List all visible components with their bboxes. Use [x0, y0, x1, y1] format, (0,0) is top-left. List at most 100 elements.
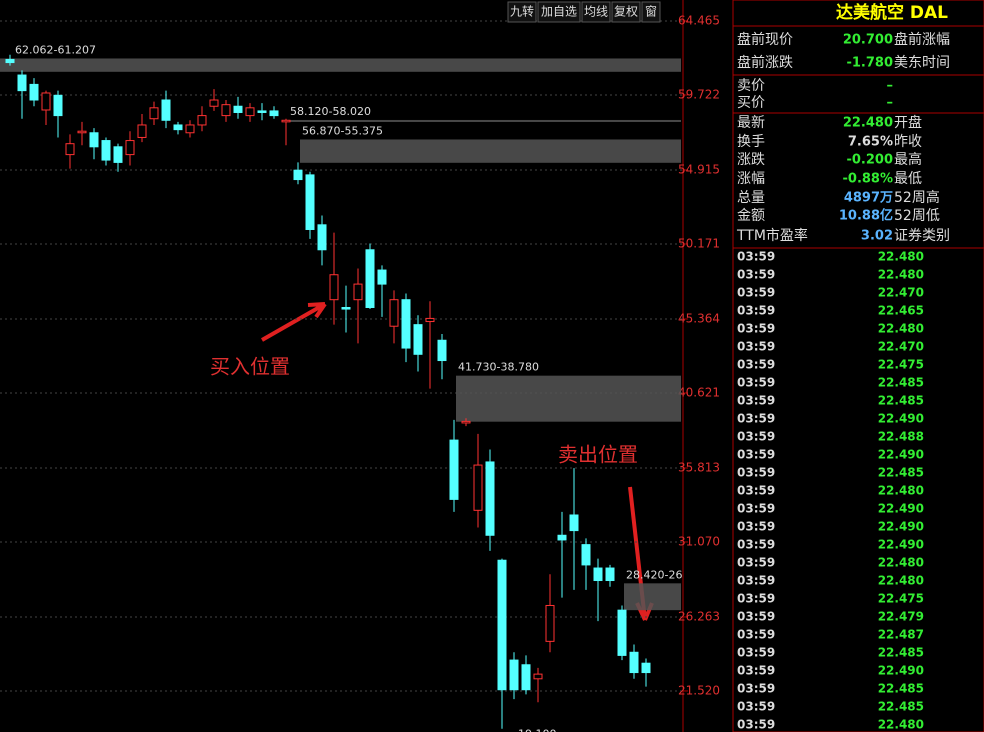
arrow: [261, 302, 327, 342]
quote-value: –: [887, 79, 894, 94]
toolbar-label[interactable]: 均线: [584, 5, 608, 19]
trade-price: 22.480: [878, 484, 924, 498]
quote-value: 22.480: [843, 116, 893, 131]
trade-price: 22.470: [878, 340, 924, 354]
quote-value: -0.200: [846, 153, 893, 168]
quote-value: 3.02: [861, 229, 893, 244]
trade-time: 03:59: [737, 268, 775, 282]
zone-label: 28.420-26: [626, 568, 682, 581]
trade-price: 22.488: [878, 430, 924, 444]
trade-time: 03:59: [737, 574, 775, 588]
quote-title: 达美航空 DAL: [836, 2, 948, 23]
candle-body: [617, 609, 627, 656]
quote-label: 金额: [737, 208, 765, 224]
candle-body: [65, 143, 75, 156]
trade-time: 03:59: [737, 412, 775, 426]
trade-price: 22.490: [878, 664, 924, 678]
zone-label: 58.120-58.020: [290, 105, 371, 118]
zone: [300, 139, 681, 163]
trade-time: 03:59: [737, 538, 775, 552]
trade-price: 22.470: [878, 286, 924, 300]
trade-price: 22.490: [878, 502, 924, 516]
candle-body: [125, 140, 135, 156]
candle-body: [389, 299, 399, 327]
zone: [624, 583, 681, 611]
y-tick-label: 59.722: [678, 87, 720, 101]
candle-body: [197, 115, 207, 126]
trade-price: 22.490: [878, 448, 924, 462]
trade-time: 03:59: [737, 646, 775, 660]
trade-time: 03:59: [737, 628, 775, 642]
candle-body: [5, 58, 15, 64]
trade-time: 03:59: [737, 484, 775, 498]
candle-body: [17, 74, 27, 92]
y-tick-label: 31.070: [678, 534, 720, 548]
toolbar-label[interactable]: 九转: [510, 4, 534, 19]
trade-time: 03:59: [737, 376, 775, 390]
trade-price: 22.485: [878, 376, 924, 390]
candle-body: [293, 169, 303, 181]
toolbar-label[interactable]: 加自选: [541, 5, 577, 19]
candle-body: [77, 130, 87, 134]
trade-price: 22.485: [878, 394, 924, 408]
candle-body: [461, 420, 471, 424]
candle-body: [509, 659, 519, 691]
trade-price: 22.480: [878, 268, 924, 282]
quote-label: 最高: [894, 151, 922, 168]
zone: [456, 375, 681, 422]
trade-time: 03:59: [737, 682, 775, 696]
candle-body: [521, 664, 531, 691]
quote-label: 卖价: [737, 78, 765, 94]
trade-time: 03:59: [737, 322, 775, 336]
quote-label: 总量: [737, 190, 765, 206]
quote-label: 开盘: [894, 114, 922, 131]
toolbar-button[interactable]: [641, 1, 661, 23]
toolbar-label[interactable]: 窗: [645, 5, 657, 19]
y-tick-label: 26.263: [678, 609, 720, 623]
candle-body: [425, 317, 435, 323]
y-tick-label: 50.171: [678, 236, 720, 250]
toolbar-button[interactable]: [581, 1, 611, 23]
annotation: 买入位置: [210, 355, 290, 379]
y-tick-label: 45.364: [678, 311, 720, 325]
trade-price: 22.487: [878, 628, 924, 642]
annotation: 卖出位置: [558, 443, 638, 467]
toolbar-label[interactable]: 复权: [614, 5, 638, 19]
toolbar-button[interactable]: [611, 1, 641, 23]
trade-price: 22.475: [878, 358, 924, 372]
trade-price: 22.480: [878, 322, 924, 336]
toolbar-button[interactable]: [507, 1, 537, 23]
candle-body: [173, 124, 183, 131]
quote-label: 证券类别: [894, 228, 950, 244]
candle-body: [281, 119, 291, 123]
trade-time: 03:59: [737, 610, 775, 624]
candle-body: [161, 99, 171, 121]
candle-body: [257, 110, 267, 113]
candle-body: [233, 105, 243, 113]
candle-body: [53, 94, 63, 117]
trade-time: 03:59: [737, 286, 775, 300]
zone-label: 56.870-55.375: [302, 124, 383, 137]
toolbar-button[interactable]: [537, 1, 581, 23]
trade-price: 22.475: [878, 592, 924, 606]
quote-panel: [732, 0, 984, 732]
candle-body: [377, 269, 387, 285]
quote-label: TTM市盈率: [736, 227, 808, 244]
quote-label: 52周高: [894, 189, 940, 206]
candle-body: [581, 544, 591, 566]
quote-label: 换手: [737, 133, 765, 150]
candle-body: [29, 83, 39, 101]
trade-price: 22.480: [878, 250, 924, 264]
trade-time: 03:59: [737, 718, 775, 732]
y-tick-label: 54.915: [678, 162, 720, 176]
trade-price: 22.465: [878, 304, 924, 318]
candle-body: [245, 107, 255, 117]
trade-time: 03:59: [737, 250, 775, 264]
zone-label: 62.062-61.207: [15, 43, 96, 56]
candle-body: [353, 283, 363, 301]
candle-body: [533, 673, 543, 680]
candle-body: [185, 124, 195, 134]
candle-body: [137, 124, 147, 138]
trade-price: 22.485: [878, 646, 924, 660]
